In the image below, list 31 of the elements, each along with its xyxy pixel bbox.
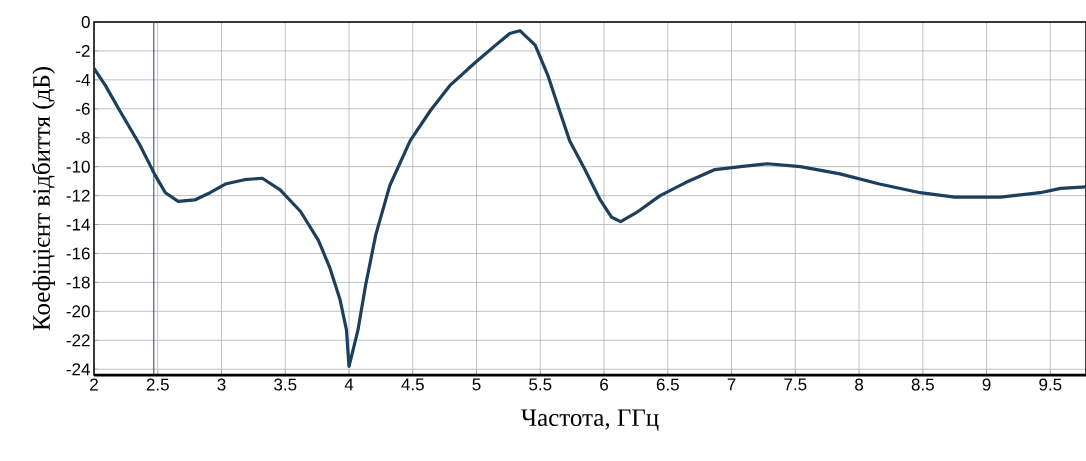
y-tick-label: -18 [66,276,90,289]
x-tick-label: 8.5 [911,378,934,391]
x-tick-label: 9 [982,378,991,391]
y-tick-label: -24 [66,363,90,376]
y-tick-label: -2 [76,44,90,57]
y-tick-label: -10 [66,160,90,173]
y-tick-label: -6 [76,102,90,115]
y-tick-label: -22 [66,334,90,347]
y-tick-label: 0 [81,15,90,29]
y-tick-label: -16 [66,247,90,260]
x-tick-label: 6 [600,378,609,391]
x-tick-label: 2 [90,378,98,391]
x-axis-title: Частота, ГГц [521,409,659,431]
x-tick-label: 5.5 [529,378,552,391]
x-tick-label: 4.5 [401,378,424,391]
x-tick-label: 3 [217,378,226,391]
y-axis-title: Коефіцієнт відбиття (дБ) [31,67,56,331]
y-tick-label: -20 [66,305,90,318]
x-tick-label: 8 [855,378,864,391]
x-tick-label: 9.5 [1039,378,1062,391]
y-tick-label: -4 [76,74,90,86]
x-tick-label: 4 [344,378,354,391]
y-tick-label: -8 [76,131,90,144]
x-tick-label: 6.5 [656,378,679,391]
x-tick-label: 5 [472,378,481,391]
y-tick-label: -14 [66,218,90,231]
y-tick-label: -12 [66,189,90,202]
x-tick-label: 2.5 [146,378,169,391]
x-tick-label: 7 [727,378,736,391]
x-tick-label: 7.5 [784,378,807,391]
x-tick-label: 3.5 [274,378,297,391]
